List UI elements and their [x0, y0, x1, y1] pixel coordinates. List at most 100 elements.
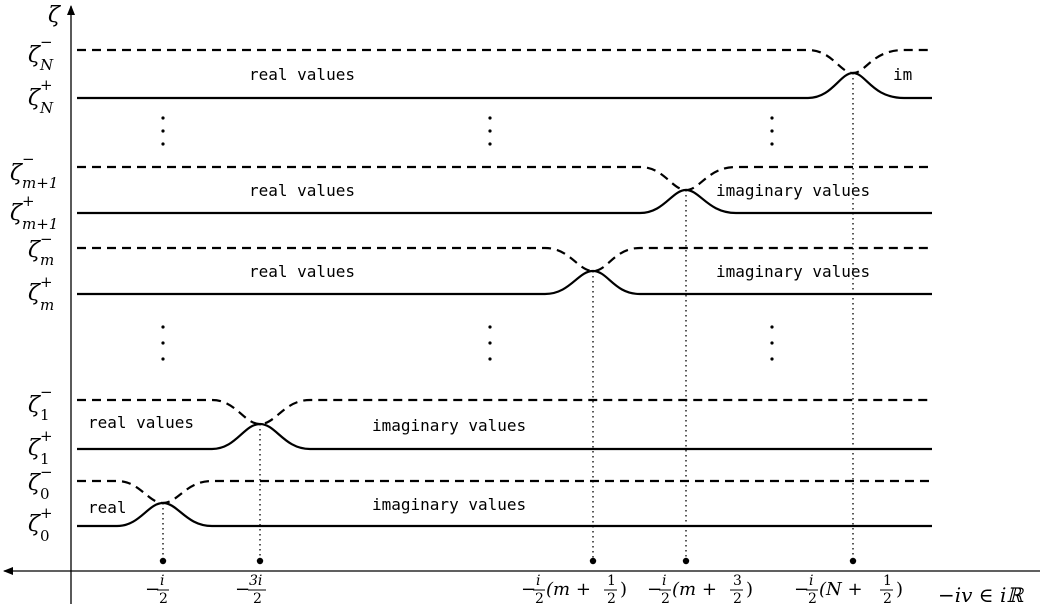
- zeta-m-minus-line: [77, 246, 932, 273]
- region-label-0-right: imaginary values: [372, 495, 526, 514]
- svg-text:−: −: [22, 150, 35, 168]
- svg-text:−: −: [40, 383, 53, 401]
- region-label-m1-right: imaginary values: [716, 181, 870, 200]
- svg-text:1: 1: [607, 573, 616, 589]
- zeta-1-minus-line: [77, 398, 932, 426]
- svg-text:3: 3: [733, 573, 742, 589]
- svg-text:m: m: [40, 296, 54, 314]
- region-label-N-right: im: [893, 65, 912, 84]
- svg-text:ζ: ζ: [28, 393, 42, 418]
- svg-text:+: +: [40, 273, 53, 291]
- label-zeta-m-plus: ζ + m: [28, 273, 54, 314]
- svg-text:i: i: [662, 573, 666, 589]
- svg-text:(m +: (m +: [672, 579, 717, 600]
- vdots-lower-2: [488, 325, 492, 361]
- svg-text:−: −: [145, 579, 160, 600]
- svg-text:ζ: ζ: [28, 512, 42, 537]
- vdots-lower-3: [770, 325, 774, 361]
- svg-text:ζ: ζ: [28, 43, 42, 68]
- x-axis-label: −iv ∈ iℝ: [938, 583, 1024, 607]
- svg-text:2: 2: [733, 591, 742, 607]
- region-label-N-left: real values: [249, 65, 355, 84]
- svg-text:): ): [746, 579, 753, 600]
- svg-text:+: +: [22, 192, 35, 210]
- level-N: [77, 48, 932, 100]
- axis-point-1: [159, 557, 167, 565]
- svg-text:2: 2: [535, 591, 544, 607]
- svg-text:2: 2: [159, 591, 168, 607]
- svg-text:i: i: [536, 573, 540, 589]
- region-label-m-right: imaginary values: [716, 262, 870, 281]
- vdots-lower: [161, 325, 774, 361]
- label-zeta-1-plus: ζ + 1: [28, 427, 53, 468]
- svg-text:−: −: [40, 230, 53, 248]
- svg-text:0: 0: [40, 527, 50, 545]
- region-label-1-right: imaginary values: [372, 416, 526, 435]
- vdots-lower-1: [161, 325, 165, 361]
- axis-point-5: [849, 557, 857, 565]
- svg-text:+: +: [40, 504, 53, 522]
- level-labels: ζ − N ζ + N ζ − m+1 ζ + m+1 ζ − m ζ: [10, 33, 58, 545]
- svg-text:−: −: [235, 579, 250, 600]
- svg-text:m: m: [40, 251, 54, 269]
- vdots-upper: [161, 116, 774, 146]
- svg-text:1: 1: [883, 573, 892, 589]
- svg-text:2: 2: [661, 591, 670, 607]
- axis-point-4: [682, 557, 690, 565]
- svg-text:−: −: [794, 579, 809, 600]
- y-axis-label: ζ: [48, 3, 62, 28]
- svg-text:ζ: ζ: [28, 86, 42, 111]
- tick-label-3: − i 2 (m + 1 2 ): [521, 573, 627, 607]
- svg-text:N: N: [39, 99, 54, 117]
- region-label-1-left: real values: [88, 413, 194, 432]
- label-zeta-0-plus: ζ + 0: [28, 504, 53, 545]
- svg-text:+: +: [40, 427, 53, 445]
- zeta-N-minus-line: [77, 48, 932, 75]
- tick-label-1: − i 2: [145, 573, 169, 607]
- svg-text:+: +: [40, 76, 53, 94]
- zeta-N-plus-line: [77, 71, 932, 100]
- svg-text:N: N: [39, 56, 54, 74]
- svg-text:ζ: ζ: [28, 471, 42, 496]
- svg-text:0: 0: [40, 485, 50, 503]
- svg-text:2: 2: [883, 591, 892, 607]
- svg-text:2: 2: [808, 591, 817, 607]
- tick-label-2: − 3i 2: [235, 573, 266, 607]
- svg-text:): ): [620, 579, 627, 600]
- svg-text:m+1: m+1: [22, 215, 58, 233]
- svg-text:i: i: [809, 573, 813, 589]
- svg-text:): ): [896, 579, 903, 600]
- svg-text:2: 2: [253, 591, 262, 607]
- svg-text:−: −: [647, 579, 662, 600]
- svg-text:(N +: (N +: [819, 579, 863, 600]
- axis-point-3: [589, 557, 597, 565]
- svg-text:(m +: (m +: [546, 579, 591, 600]
- label-zeta-m-minus: ζ − m: [28, 230, 54, 269]
- svg-text:2: 2: [607, 591, 616, 607]
- svg-text:3i: 3i: [249, 573, 262, 589]
- svg-text:m+1: m+1: [22, 174, 58, 192]
- region-label-m1-left: real values: [249, 181, 355, 200]
- region-label-m-left: real values: [249, 262, 355, 281]
- label-zeta-1-minus: ζ − 1: [28, 383, 53, 424]
- label-zeta-N-minus: ζ − N: [28, 33, 54, 74]
- svg-text:i: i: [160, 573, 164, 589]
- svg-text:ζ: ζ: [10, 161, 24, 186]
- svg-text:−: −: [40, 33, 53, 51]
- label-zeta-m1-minus: ζ − m+1: [10, 150, 58, 192]
- vdots-upper-2: [488, 116, 492, 146]
- vdots-upper-1: [161, 116, 165, 146]
- tick-label-4: − i 2 (m + 3 2 ): [647, 573, 753, 607]
- svg-text:1: 1: [40, 406, 50, 424]
- svg-text:1: 1: [40, 450, 50, 468]
- label-zeta-N-plus: ζ + N: [28, 76, 54, 117]
- svg-text:ζ: ζ: [28, 281, 42, 306]
- svg-text:ζ: ζ: [28, 238, 42, 263]
- vdots-upper-3: [770, 116, 774, 146]
- svg-text:−: −: [521, 579, 536, 600]
- tick-label-5: − i 2 (N + 1 2 ): [794, 573, 903, 607]
- svg-text:ζ: ζ: [28, 436, 42, 461]
- svg-text:ζ: ζ: [10, 201, 24, 226]
- axis-point-2: [256, 557, 264, 565]
